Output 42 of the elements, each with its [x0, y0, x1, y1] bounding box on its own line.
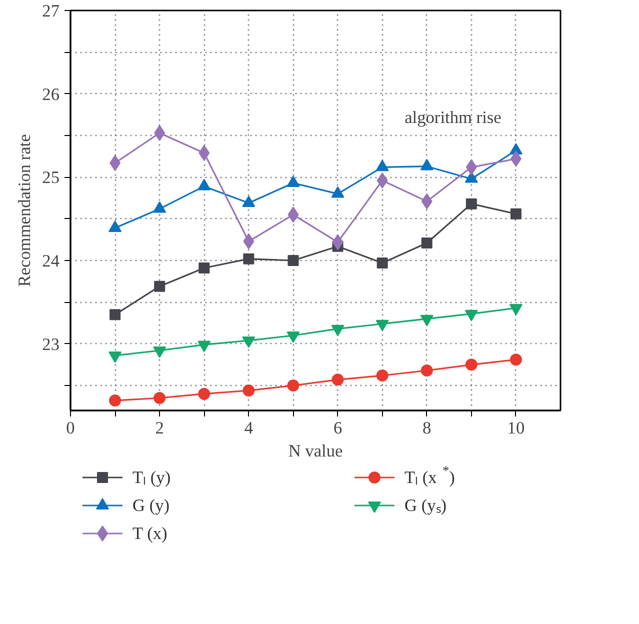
y-axis-title: Recommendation rate: [15, 134, 34, 287]
point: [198, 145, 210, 161]
point: [287, 380, 300, 392]
y-tick-label: 24: [42, 252, 60, 270]
point: [510, 354, 522, 366]
point: [109, 394, 122, 406]
point: [332, 374, 344, 386]
point: [421, 238, 432, 248]
point: [376, 172, 388, 188]
point: [420, 364, 433, 376]
point: [288, 255, 299, 266]
legend-label: Tₗ (y): [132, 468, 171, 487]
point: [466, 198, 477, 210]
x-tick-label: 4: [244, 418, 254, 438]
point: [242, 384, 255, 396]
y-tick-label: 27: [42, 2, 60, 20]
point: [198, 262, 210, 274]
legend-label: T (x): [132, 524, 168, 543]
y-tick-label: 25: [42, 168, 60, 188]
y-tick-label: 23: [42, 334, 60, 354]
point: [198, 388, 210, 400]
legend-label: Tₗ (x*): [404, 463, 456, 487]
x-tick-label: 8: [422, 418, 432, 438]
point: [154, 392, 166, 404]
x-tick-label: 2: [155, 418, 164, 438]
point: [376, 258, 388, 268]
x-tick-label: 6: [333, 418, 342, 438]
point: [243, 253, 254, 264]
y-tick-label: 26: [42, 84, 60, 104]
x-tick-label: 0: [66, 418, 75, 438]
point: [510, 208, 522, 220]
point: [110, 155, 121, 171]
point: [154, 125, 166, 141]
x-axis-title: N value: [288, 442, 343, 460]
point: [154, 280, 166, 292]
point: [110, 309, 121, 320]
legend-label: G (y): [132, 496, 170, 515]
point: [465, 358, 478, 371]
annotation: algorithm rise: [404, 108, 502, 128]
legend-label: G (yₛ): [404, 496, 447, 515]
x-tick-label: 10: [507, 418, 525, 438]
point: [376, 370, 388, 382]
